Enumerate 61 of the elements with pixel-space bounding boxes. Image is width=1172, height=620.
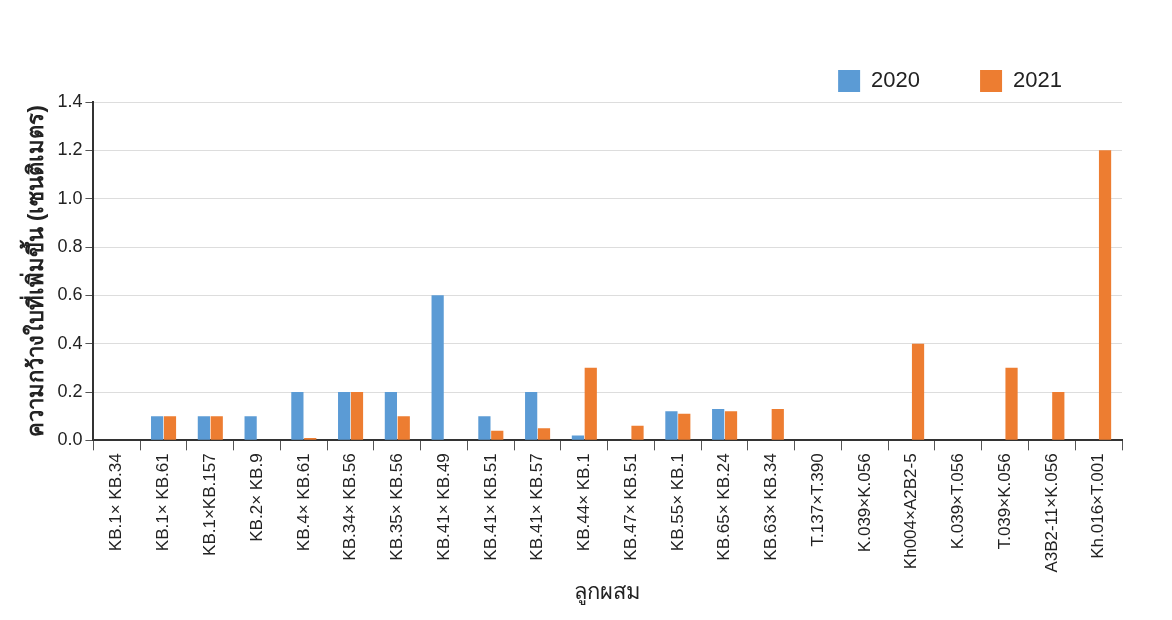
x-tick-label: T.039×K.056 [994,453,1014,550]
bar [678,413,691,440]
bar [197,416,210,440]
bar [491,430,504,440]
x-tick-label: A3B2-11×K.056 [1041,453,1061,573]
bar [244,416,257,440]
bar [1005,367,1018,440]
legend-label: 2020 [871,67,921,93]
x-tick-label: KB.55× KB.1 [667,453,687,552]
bar [291,392,304,440]
y-tick-label: 0.2 [57,380,83,401]
bar [478,416,491,440]
x-tick-label: KB.4× KB.61 [293,453,313,552]
bar [163,416,177,440]
bar [771,408,784,440]
x-tick-label: KB.44× KB.1 [574,453,594,552]
y-tick-label: 0.8 [57,235,83,256]
bar [350,392,364,440]
bar [665,411,678,440]
x-tick-label: KB.41× KB.51 [480,453,500,561]
bar [712,408,725,440]
legend-label: 2021 [1013,67,1063,93]
x-tick-label: KB.1× KB.34 [106,453,126,552]
x-tick-label: Kh004×A2B2-5 [901,453,921,570]
y-tick-label: 1.4 [57,90,83,111]
bar [338,392,351,440]
x-tick-label: KB.35× KB.56 [387,453,407,561]
x-tick-label: KB.1×KB.157 [199,453,219,556]
bar [525,392,538,440]
y-axis-title: ความกว้างใบที่เพิ่มขึ้น (เซนติเมตร) [19,105,49,438]
x-axis-title: ลูกผสม [574,578,642,605]
bar [537,428,551,440]
x-tick-label: KB.41× KB.49 [433,453,453,561]
bar [724,411,738,440]
x-tick-label: KB.63× KB.34 [761,453,781,561]
x-tick-label: KB.34× KB.56 [340,453,360,561]
x-tick-label: KB.2× KB.9 [246,453,266,542]
bar [210,416,223,440]
bar [584,367,597,440]
y-tick-label: 1.2 [57,139,83,160]
x-tick-label: Kh.016×T.001 [1088,453,1108,559]
bar [631,425,644,440]
bar [397,416,410,440]
y-tick-label: 0.0 [57,429,83,450]
y-tick-label: 0.6 [57,284,83,305]
x-tick-label: KB.41× KB.57 [527,453,547,561]
x-tick-label: KB.65× KB.24 [714,453,734,561]
y-tick-label: 0.4 [57,332,83,353]
bar [571,435,585,440]
x-tick-label: KB.1× KB.61 [153,453,173,552]
bar [431,295,444,440]
x-tick-label: T.137×T.390 [807,453,827,547]
x-tick-label: KB.47× KB.51 [620,453,640,561]
bar [1052,392,1065,440]
bar [384,392,397,440]
bar [1098,150,1112,440]
x-tick-label: K.039×T.056 [948,453,968,550]
bar [151,416,164,440]
x-tick-label: K.039×K.056 [854,453,874,553]
y-tick-label: 1.0 [57,187,83,208]
bar [911,343,925,440]
